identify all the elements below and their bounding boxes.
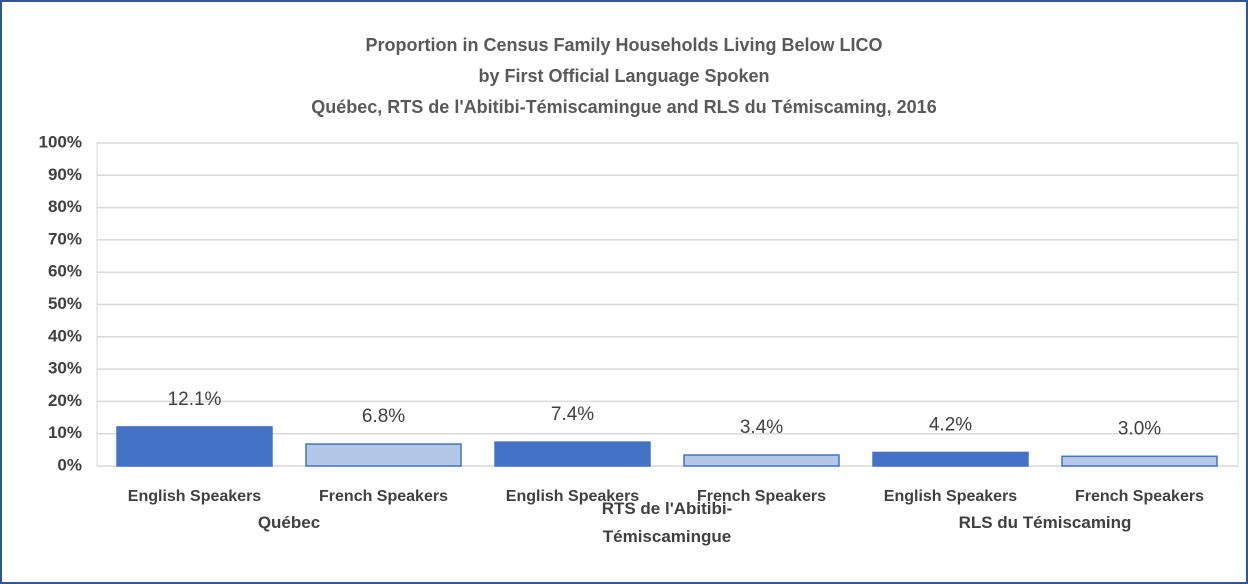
y-tick-label: 60% [48,262,82,281]
x-tick-label: French Speakers [319,488,448,505]
value-label: 12.1% [168,389,222,410]
x-tick-label: English Speakers [506,488,639,505]
value-label: 6.8% [362,406,405,427]
bar [305,443,462,467]
value-label: 7.4% [551,404,594,425]
x-tick-label: English Speakers [884,488,1017,505]
y-tick-label: 30% [48,359,82,378]
x-tick-label: French Speakers [697,488,826,505]
y-tick-label: 10% [48,423,82,442]
y-tick-label: 40% [48,326,82,345]
group-label: RTS de l'Abitibi-Témiscamingue [601,499,733,546]
y-tick-label: 80% [48,197,82,216]
y-tick-label: 100% [39,132,82,151]
bar [872,451,1029,467]
value-label: 3.4% [740,417,783,438]
chart-title: by First Official Language Spoken [478,66,769,86]
bar [683,454,840,467]
y-tick-label: 20% [48,391,82,410]
value-label: 3.0% [1118,418,1161,439]
x-tick-label: English Speakers [128,488,261,505]
x-tick-label: French Speakers [1075,488,1204,505]
group-label: Québec [257,513,321,532]
value-label: 4.2% [929,414,972,435]
bar [1061,455,1218,467]
bar [116,426,273,467]
y-tick-label: 0% [57,455,82,474]
bar [494,441,651,467]
y-tick-label: 50% [48,294,82,313]
y-tick-label: 90% [48,165,82,184]
chart-title: Québec, RTS de l'Abitibi-Témiscamingue a… [311,97,936,117]
chart-title: Proportion in Census Family Households L… [365,35,882,55]
group-label: RLS du Témiscaming [958,513,1132,532]
y-tick-label: 70% [48,229,82,248]
